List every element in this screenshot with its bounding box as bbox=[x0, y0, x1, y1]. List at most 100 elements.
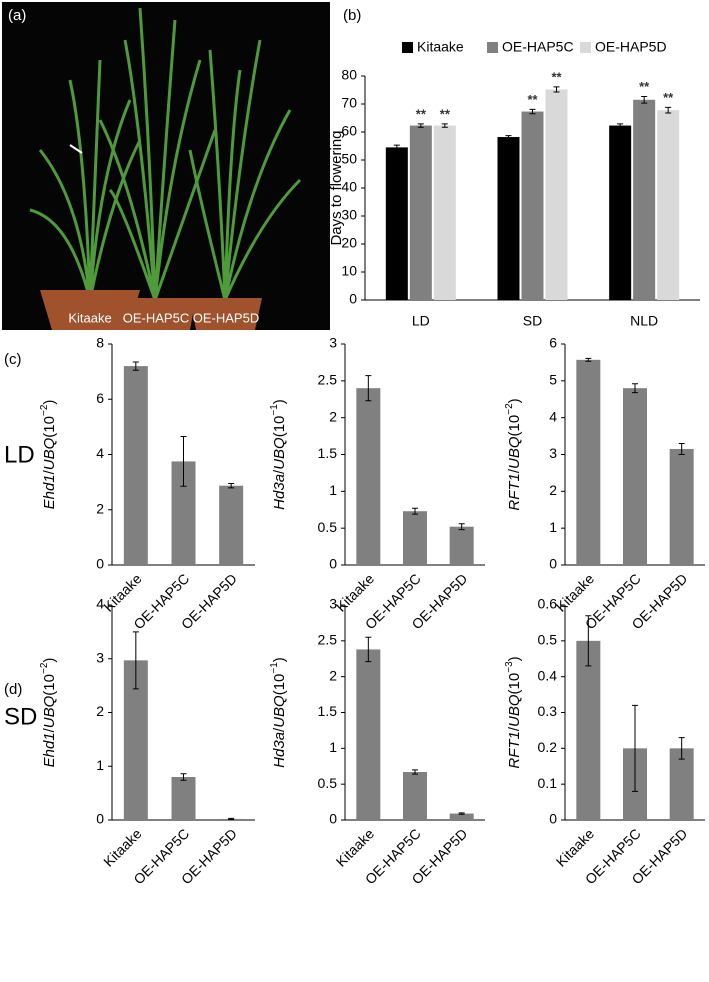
error-bar bbox=[417, 123, 424, 128]
error-bar bbox=[632, 383, 638, 394]
y-tick-label: 1 bbox=[329, 739, 337, 755]
y-axis-label-part: UBQ bbox=[506, 694, 523, 727]
photo-background bbox=[2, 2, 330, 330]
y-tick-label: 6 bbox=[96, 390, 104, 406]
y-tick-label: 0 bbox=[96, 811, 104, 827]
y-tick-label: 2.5 bbox=[318, 632, 338, 648]
bar bbox=[669, 748, 694, 820]
y-axis-label-part: RFT1 bbox=[506, 731, 523, 769]
y-axis-label-part: / bbox=[506, 726, 523, 731]
significance: ** bbox=[416, 106, 427, 121]
y-tick-label: 0 bbox=[96, 556, 104, 572]
row-label: SD bbox=[4, 703, 37, 730]
bar bbox=[576, 640, 601, 820]
error-bar bbox=[585, 615, 592, 667]
y-tick-label: 0 bbox=[329, 811, 337, 827]
y-axis-label: RFT1/UBQ(10−3) bbox=[504, 656, 523, 768]
y-axis-label-part: UBQ bbox=[506, 436, 523, 469]
error-bar bbox=[412, 507, 418, 515]
bar bbox=[623, 388, 647, 565]
plants bbox=[29, 7, 302, 301]
bar bbox=[219, 485, 244, 565]
legend-swatch bbox=[487, 42, 498, 53]
legend-swatch bbox=[580, 42, 591, 53]
x-tick-label: SD bbox=[523, 313, 542, 329]
significance: ** bbox=[663, 90, 674, 105]
legend-label: Kitaake bbox=[417, 39, 464, 55]
y-tick-label: 70 bbox=[341, 95, 357, 111]
y-axis-label-part: / bbox=[41, 727, 58, 732]
error-bar bbox=[180, 436, 187, 487]
error-bar bbox=[458, 812, 465, 815]
y-axis-label-part: / bbox=[506, 468, 523, 473]
y-axis-label-part: UBQ bbox=[41, 695, 58, 728]
y-tick-label: 10 bbox=[341, 263, 357, 279]
error-bar bbox=[228, 483, 235, 489]
error-bar bbox=[458, 523, 465, 531]
y-axis-label: Ehd1/UBQ(10−2) bbox=[39, 658, 58, 768]
y-axis-label-part: UBQ bbox=[271, 437, 288, 470]
error-bar bbox=[632, 704, 638, 792]
y-tick-label: 4 bbox=[96, 596, 104, 612]
error-bar bbox=[678, 737, 685, 760]
y-tick-label: 5 bbox=[549, 372, 557, 388]
y-tick-label: 2 bbox=[329, 667, 337, 683]
error-bar bbox=[132, 631, 139, 690]
x-tick-label: Kitaake bbox=[100, 825, 144, 869]
bar bbox=[449, 526, 474, 565]
panel-label: (b) bbox=[343, 7, 361, 24]
bar bbox=[521, 111, 544, 300]
y-axis-label-part: (10 bbox=[41, 674, 58, 696]
bar bbox=[171, 777, 196, 820]
legend-label: OE-HAP5C bbox=[502, 39, 574, 55]
y-tick-label: 40 bbox=[341, 179, 357, 195]
y-axis-label-part: ) bbox=[506, 398, 523, 403]
y-axis-label: Ehd1/UBQ(10−2) bbox=[39, 400, 58, 510]
photo-label: Kitaake bbox=[68, 310, 111, 325]
y-tick-label: 2.5 bbox=[318, 372, 338, 388]
photo-label: OE-HAP5D bbox=[193, 310, 259, 325]
y-tick-label: 0.6 bbox=[538, 596, 558, 612]
x-tick-label: Kitaake bbox=[553, 825, 597, 869]
legend-label: OE-HAP5D bbox=[595, 39, 667, 55]
y-axis-label-part: / bbox=[271, 469, 288, 474]
y-tick-label: 50 bbox=[341, 151, 357, 167]
bar bbox=[449, 813, 474, 820]
y-tick-label: 2 bbox=[549, 482, 557, 498]
significance: ** bbox=[527, 92, 538, 107]
y-axis-label: Days to flowering bbox=[328, 130, 345, 245]
y-tick-label: 1 bbox=[96, 757, 104, 773]
error-bar bbox=[228, 817, 235, 820]
error-bar bbox=[132, 361, 139, 371]
bar bbox=[123, 366, 148, 565]
y-axis-label-part: −2 bbox=[39, 662, 50, 674]
y-axis-label-part: −2 bbox=[504, 403, 515, 415]
y-tick-label: 30 bbox=[341, 207, 357, 223]
significance: ** bbox=[440, 106, 451, 121]
bar bbox=[356, 388, 381, 565]
y-axis-label-part: (10 bbox=[506, 415, 523, 437]
error-bar bbox=[505, 135, 512, 139]
bar bbox=[409, 125, 432, 300]
y-tick-label: 1.5 bbox=[318, 445, 338, 461]
y-tick-label: 3 bbox=[329, 335, 337, 351]
photo: Kitaake OE-HAP5C OE-HAP5D bbox=[2, 2, 330, 330]
row-label: LD bbox=[4, 441, 35, 468]
y-axis-label-part: ) bbox=[41, 400, 58, 405]
y-axis-label: Hd3a/UBQ(10−1) bbox=[269, 399, 288, 510]
y-axis-label: Hd3a/UBQ(10−1) bbox=[269, 657, 288, 768]
y-axis-label-part: / bbox=[271, 727, 288, 732]
y-axis-label-part: ) bbox=[506, 656, 523, 661]
y-axis-label-part: Hd3a bbox=[271, 732, 288, 768]
error-bar bbox=[678, 442, 685, 455]
y-tick-label: 0.5 bbox=[538, 632, 558, 648]
x-tick-label: LD bbox=[412, 313, 430, 329]
y-axis-label: RFT1/UBQ(10−2) bbox=[504, 398, 523, 510]
pots bbox=[40, 290, 262, 330]
significance: ** bbox=[639, 79, 650, 94]
y-axis-label-part: (10 bbox=[41, 416, 58, 438]
y-tick-label: 60 bbox=[341, 123, 357, 139]
y-axis-label-part: Hd3a bbox=[271, 474, 288, 510]
y-tick-label: 0.3 bbox=[538, 703, 558, 719]
